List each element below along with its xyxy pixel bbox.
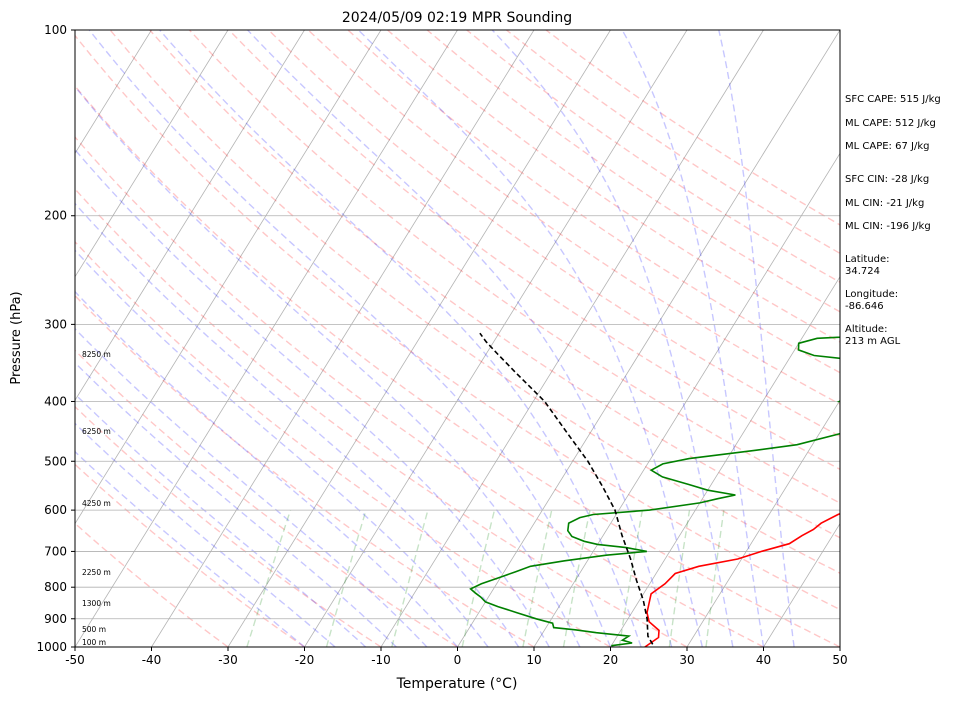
height-label: 1300 m [82,599,111,608]
side-annotation: ML CAPE: 67 J/kg [845,141,929,152]
x-tick-label: -40 [142,653,162,667]
x-tick-label: 30 [679,653,694,667]
side-annotation: ML CIN: -196 J/kg [845,221,931,232]
side-annotation: 34.724 [845,266,880,277]
x-tick-label: 50 [832,653,847,667]
height-label: 2250 m [82,568,111,577]
x-tick-label: 20 [603,653,618,667]
side-annotation: ML CIN: -21 J/kg [845,198,924,209]
x-tick-label: 40 [756,653,771,667]
isotherm-line [305,30,688,647]
side-annotation: Altitude: [845,324,887,335]
x-axis-label: Temperature (°C) [396,676,518,692]
y-tick-label: 900 [44,612,67,626]
height-label: 6250 m [82,427,111,436]
side-annotation: -86.646 [845,301,884,312]
isotherm-line [381,30,764,647]
moist-adiabat-line [0,30,549,647]
dry-adiabat-line [150,30,961,647]
moist-adiabat-line [0,30,488,647]
y-tick-label: 700 [44,544,67,558]
isotherm-line [228,30,611,647]
moist-adiabat-line [32,30,580,647]
moist-adiabat-line [0,30,519,647]
side-annotation: SFC CIN: -28 J/kg [845,174,929,185]
height-label: 100 m [82,638,106,647]
y-axis: 1000 900 800 700 600 500 400 300 200 100 [36,23,75,654]
moist-adiabat-line [358,30,702,647]
dry-adiabat-line [0,30,534,647]
dry-adiabat-line [0,30,687,647]
mixing-ratio-line [327,510,367,647]
y-axis-label: Pressure (hPa) [9,291,24,384]
side-annotations: SFC CAPE: 515 J/kg ML CAPE: 512 J/kg ML CA… [845,94,941,347]
x-tick-label: -30 [218,653,238,667]
y-tick-label: 300 [44,317,67,331]
height-label: 500 m [82,625,106,634]
y-tick-label: 200 [44,209,67,223]
x-tick-label: 10 [526,653,541,667]
x-axis: -50 -40 -30 -20 -10 0 10 20 30 40 50 [65,647,847,667]
dry-adiabat-line [0,30,611,647]
moist-adiabat-line [89,30,610,647]
side-annotation: 213 m AGL [845,336,901,347]
dry-adiabat-line [31,30,840,647]
y-tick-label: 800 [44,580,67,594]
y-tick-label: 400 [44,394,67,408]
side-annotation: ML CAPE: 512 J/kg [845,118,936,129]
mixing-ratio-line [462,510,494,647]
mixing-ratio-line [247,510,291,647]
x-tick-label: -10 [371,653,391,667]
side-annotation: SFC CAPE: 515 J/kg [845,94,941,105]
side-annotation: Latitude: [845,254,890,265]
dry-adiabat-line [71,30,917,647]
mixing-ratio-line [392,510,428,647]
height-label: 4250 m [82,499,111,508]
moist-adiabat-line [622,30,763,647]
y-tick-label: 1000 [36,640,67,654]
isotherm-line [152,30,535,647]
x-tick-label: 0 [454,653,462,667]
side-annotation: Longitude: [845,289,898,300]
isotherm-line [75,30,458,647]
y-tick-label: 100 [44,23,67,37]
x-tick-label: -50 [65,653,85,667]
height-labels: 8250 m 6250 m 4250 m 2250 m 1300 m 500 m 100 m [82,350,111,647]
chart-title: 2024/05/09 02:19 MPR Sounding [342,10,572,26]
x-tick-label: -20 [295,653,315,667]
y-tick-label: 600 [44,503,67,517]
height-label: 8250 m [82,350,111,359]
sounding-traces [471,323,961,647]
y-tick-label: 500 [44,454,67,468]
